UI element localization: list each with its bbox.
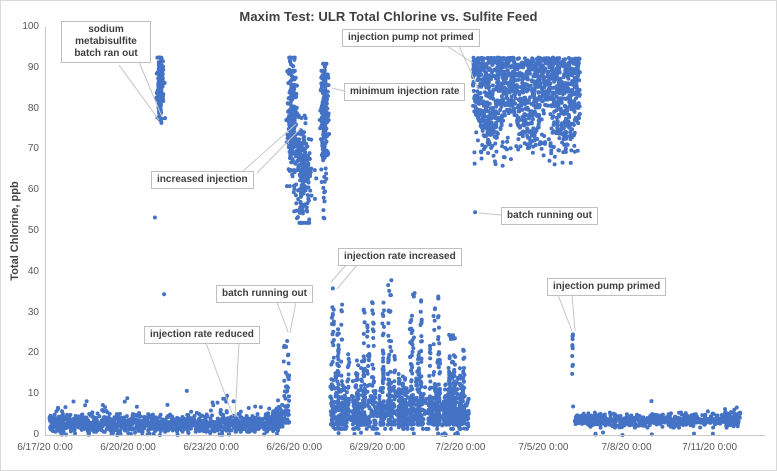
- leader-line-injection-rate-increased: [336, 264, 358, 290]
- y-tick-label: 40: [27, 265, 39, 277]
- leader-line-increased-injection: [256, 128, 301, 174]
- annotation-injection-rate-reduced: injection rate reduced: [144, 326, 260, 344]
- y-tick-label: 50: [27, 225, 39, 236]
- x-tick-label: 6/20/20 0:00: [100, 442, 156, 453]
- annotation-batch-running-out-right: batch running out: [501, 207, 598, 225]
- annotation-minimum-injection-rate: minimum injection rate: [344, 83, 466, 101]
- x-tick-label: 6/26/20 0:00: [266, 442, 323, 453]
- y-tick-label: 30: [27, 306, 39, 318]
- annotation-increased-injection: increased injection: [151, 171, 254, 189]
- y-tick-label: 20: [27, 347, 39, 359]
- leader-line-batch-running-out-left: [289, 301, 297, 334]
- leader-line-injection-pump-primed: [557, 294, 573, 332]
- y-tick-label: 80: [27, 102, 39, 114]
- x-tick-label: 7/11/20 0:00: [682, 442, 738, 453]
- x-tick-label: 6/17/20 0:00: [17, 442, 73, 453]
- leader-line-injection-rate-increased: [330, 264, 347, 283]
- y-tick-label: 60: [27, 184, 39, 196]
- y-tick-label: 70: [27, 143, 39, 155]
- y-tick-label: 90: [27, 61, 39, 73]
- leader-line-injection-pump-primed: [571, 294, 576, 332]
- annotation-injection-pump-not-primed: injection pump not primed: [342, 29, 480, 47]
- leader-line-injection-pump-not-primed: [458, 45, 479, 89]
- annotation-injection-pump-primed: injection pump primed: [547, 278, 667, 296]
- annotation-batch-running-out-left: batch running out: [216, 285, 313, 303]
- leader-line-sodium-metabisulfite-batch-ran-out: [136, 56, 163, 118]
- leader-line-injection-rate-reduced: [234, 342, 240, 418]
- leader-line-increased-injection: [242, 123, 297, 172]
- x-tick-label: 6/23/20 0:00: [183, 442, 239, 453]
- x-tick-label: 6/29/20 0:00: [349, 442, 406, 453]
- leader-line-injection-rate-reduced: [205, 342, 234, 417]
- y-tick-label: 10: [27, 388, 39, 400]
- annotation-sodium-metabisulfite-batch-ran-out: sodium metabisulfite batch ran out: [61, 21, 151, 63]
- leader-line-minimum-injection-rate: [331, 87, 345, 92]
- x-tick-label: 7/2/20 0:00: [435, 442, 486, 453]
- x-tick-label: 7/8/20 0:00: [601, 442, 652, 453]
- annotation-injection-rate-increased: injection rate increased: [338, 248, 462, 266]
- x-tick-label: 7/5/20 0:00: [518, 442, 569, 453]
- y-tick-label: 0: [33, 429, 39, 440]
- leader-line-injection-pump-not-primed: [446, 45, 474, 64]
- leader-line-batch-running-out-right: [478, 212, 502, 216]
- leader-line-batch-running-out-left: [276, 301, 289, 333]
- y-tick-label: 100: [22, 21, 39, 32]
- leader-line-sodium-metabisulfite-batch-ran-out: [118, 64, 160, 121]
